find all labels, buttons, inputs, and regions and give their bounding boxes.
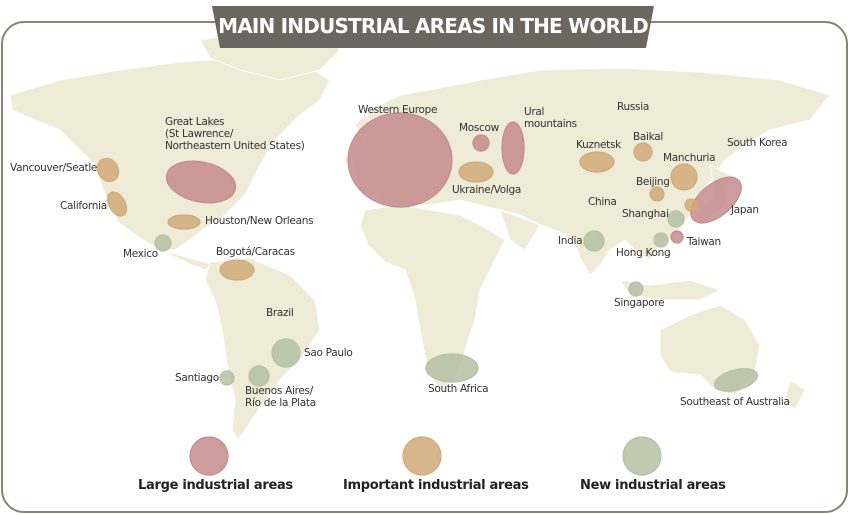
legend-swatch [189, 436, 229, 476]
area-shanghai [667, 210, 685, 228]
label: Western Europe [358, 104, 438, 116]
title: MAIN INDUSTRIAL AREAS IN THE WORLD [218, 14, 649, 38]
label: Moscow [459, 122, 499, 134]
label: Sao Paulo [304, 347, 353, 359]
area-western-europe [347, 112, 453, 208]
area-buenos-aires [248, 365, 270, 387]
area-great-lakes [165, 160, 237, 204]
label: Vancouver/Seatle [10, 162, 98, 174]
label: Manchuria [663, 152, 716, 164]
area-manchuria [670, 163, 698, 191]
area-south-korea [684, 198, 698, 212]
label: India [558, 235, 583, 247]
area-santiago [219, 370, 235, 386]
area-se-australia [713, 368, 759, 392]
area-sao-paulo [271, 338, 301, 368]
legend-swatch [622, 436, 662, 476]
area-south-africa [425, 353, 479, 383]
area-mexico [154, 234, 172, 252]
label: Great Lakes (St Lawrence/ Northeastern U… [165, 116, 305, 152]
legend-label: New industrial areas [580, 478, 726, 493]
label: Buenos Aires/ Río de la Plata [245, 385, 316, 409]
label: Japan [731, 204, 759, 216]
label: South Africa [428, 383, 489, 395]
label: Houston/New Orleans [205, 215, 314, 227]
area-taiwan [670, 230, 684, 244]
area-beijing [649, 186, 665, 202]
area-ukraine [458, 161, 494, 183]
label: Beijing [636, 176, 670, 188]
label: Southeast of Australia [680, 396, 790, 408]
label: China [588, 196, 617, 208]
title-tab [212, 6, 654, 48]
label: California [60, 200, 107, 212]
label: Baikal [633, 131, 664, 143]
label: Ural mountains [524, 106, 577, 130]
label: Ukraine/Volga [452, 184, 521, 196]
label: Taiwan [687, 236, 721, 248]
label: Russia [617, 101, 649, 113]
label: Kuznetsk [576, 139, 621, 151]
area-bogota [219, 259, 255, 281]
label: South Korea [727, 137, 788, 149]
area-singapore [628, 281, 644, 297]
label: Mexico [123, 248, 158, 260]
label: Santiago [175, 372, 219, 384]
area-vancouver [96, 157, 120, 183]
label: Shanghai [622, 208, 669, 220]
area-baikal [633, 142, 653, 162]
label: Hong Kong [616, 247, 671, 259]
legend-swatch [402, 436, 442, 476]
area-japan [690, 176, 742, 224]
area-california [106, 191, 128, 217]
label: Brazil [266, 307, 294, 319]
area-ural [501, 121, 525, 175]
area-india [583, 230, 605, 252]
label: Bogotá/Caracas [216, 246, 295, 258]
area-houston [167, 214, 201, 230]
area-kuznetsk [579, 151, 615, 173]
label: Singapore [614, 297, 665, 309]
area-hong-kong [653, 232, 669, 248]
industrial-areas [96, 112, 759, 476]
legend-label: Important industrial areas [343, 478, 529, 493]
area-moscow [472, 134, 490, 152]
legend-label: Large industrial areas [138, 478, 293, 493]
